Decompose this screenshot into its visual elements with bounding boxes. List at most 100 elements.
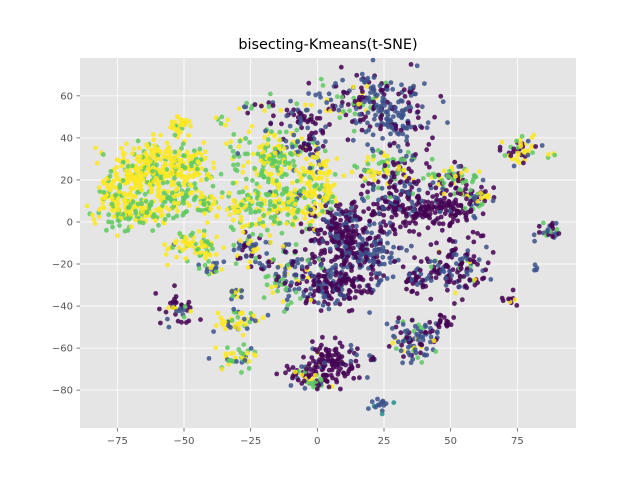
scatter-point [269,129,274,135]
scatter-point [315,349,320,355]
scatter-point [128,224,134,230]
scatter-point [391,244,396,250]
scatter-point [153,218,159,224]
scatter-point [346,288,352,293]
scatter-point [425,225,431,231]
scatter-point [295,149,301,155]
scatter-point [230,217,236,223]
scatter-point [158,213,164,219]
scatter-point [546,152,551,157]
scatter-point [339,103,344,109]
scatter-point [483,267,489,273]
scatter-point [443,282,449,288]
scatter-point [472,215,478,221]
scatter-point [384,83,390,89]
scatter-point [182,165,188,171]
scatter-point [195,159,201,165]
scatter-point [392,231,398,237]
scatter-point [283,129,289,135]
scatter-point [192,250,198,256]
scatter-point [101,189,107,195]
scatter-point [320,208,325,214]
scatter-point [423,329,428,335]
scatter-point [166,213,171,218]
scatter-point [312,201,318,206]
scatter-point [387,204,393,209]
y-tick-label: −80 [52,386,73,397]
scatter-point [365,154,371,160]
scatter-point [203,255,209,261]
scatter-point [235,162,241,167]
scatter-point [536,230,542,235]
scatter-point [464,251,470,257]
scatter-point [354,223,359,229]
scatter-point [268,171,274,177]
scatter-point [162,160,168,166]
scatter-point [320,334,325,340]
scatter-point [391,174,397,180]
scatter-point [92,221,98,227]
scatter-point [396,207,402,212]
scatter-point [448,192,453,198]
scatter-point [233,261,239,267]
scatter-point [293,289,299,295]
scatter-point [193,152,199,158]
scatter-point [318,262,324,268]
scatter-point [175,114,181,120]
scatter-point [164,140,170,146]
scatter-point [464,182,469,188]
scatter-point [375,148,381,153]
scatter-point [306,91,311,96]
scatter-point [356,274,362,280]
scatter-point [403,153,409,159]
scatter-point [392,334,397,340]
y-tick-label: −40 [52,302,73,313]
scatter-point [349,307,355,313]
scatter-point [308,238,314,244]
scatter-point [160,164,166,170]
scatter-point [317,345,323,351]
scatter-point [165,262,170,268]
scatter-point [260,167,265,172]
scatter-point [93,145,99,151]
scatter-point [264,227,270,233]
scatter-point [366,406,371,411]
scatter-point [470,179,475,185]
scatter-point [404,134,410,140]
scatter-point [451,252,457,257]
scatter-point [367,258,372,264]
scatter-point [369,399,375,405]
scatter-point [396,315,402,321]
scatter-point [115,218,121,223]
scatter-point [326,384,332,390]
scatter-point [367,222,372,228]
scatter-point [331,238,336,244]
scatter-point [414,63,420,69]
scatter-point [359,71,365,77]
scatter-point [175,171,181,177]
scatter-point [424,346,429,352]
scatter-point [397,148,403,154]
scatter-point [314,227,320,233]
scatter-point [370,57,376,63]
scatter-point [317,376,323,382]
scatter-point [339,95,345,100]
scatter-point [317,169,322,175]
scatter-point [429,270,434,275]
scatter-point [317,91,322,96]
scatter-point [110,224,115,230]
scatter-point [428,334,434,340]
scatter-point [292,215,298,221]
scatter-point [261,160,267,166]
scatter-point [357,216,363,222]
scatter-point [396,113,402,119]
scatter-point [467,257,473,263]
scatter-point [191,148,197,154]
scatter-point [436,172,442,178]
scatter-point [130,151,135,157]
scatter-point [374,104,380,110]
scatter-point [320,257,326,263]
scatter-point [332,216,338,221]
scatter-point [441,168,447,174]
scatter-point [390,170,395,176]
